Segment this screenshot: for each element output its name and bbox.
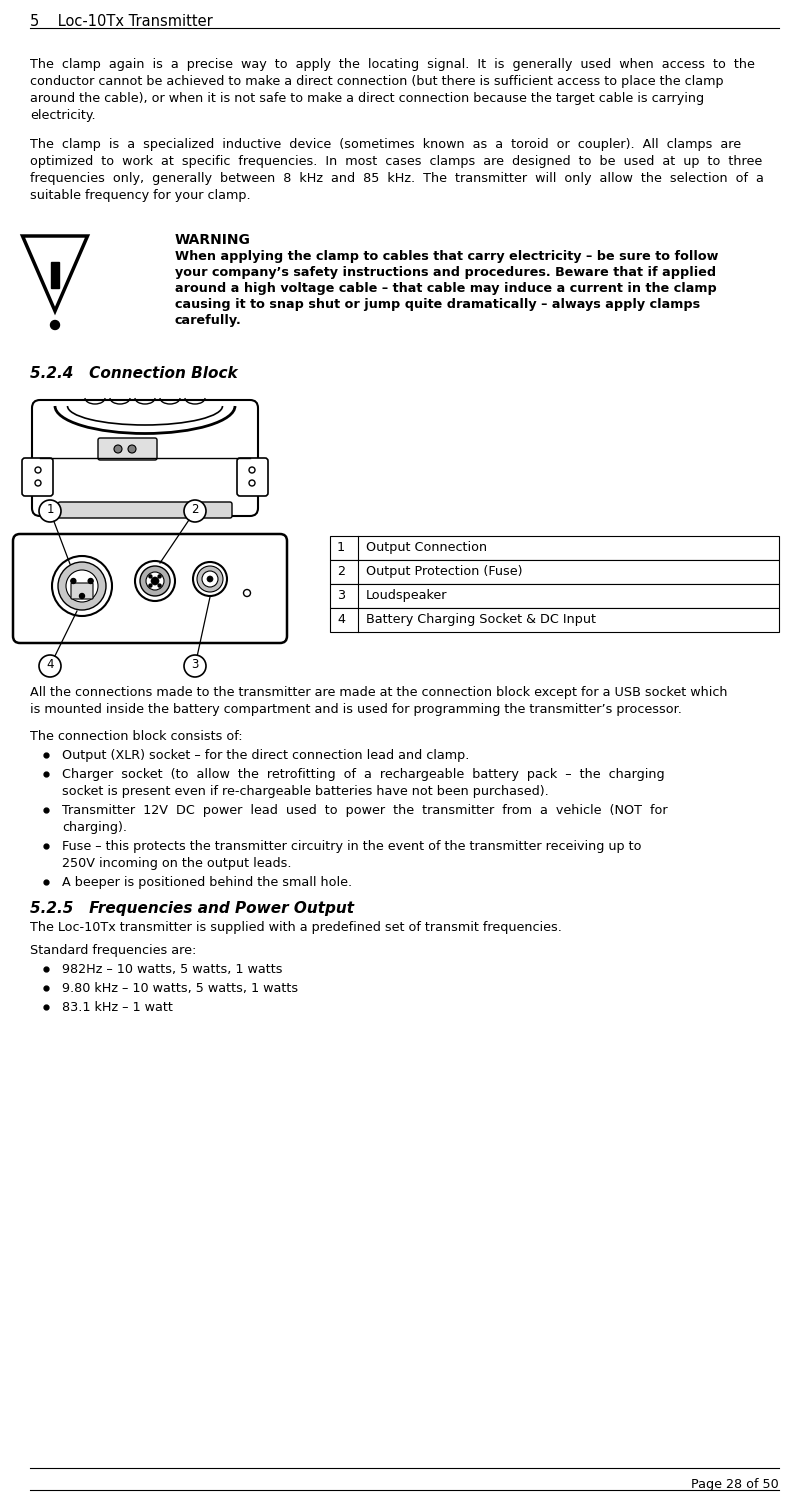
Text: Page 28 of 50: Page 28 of 50 xyxy=(691,1478,779,1490)
Text: Output (XLR) socket – for the direct connection lead and clamp.: Output (XLR) socket – for the direct con… xyxy=(62,749,469,763)
FancyBboxPatch shape xyxy=(237,458,268,495)
Circle shape xyxy=(71,578,76,584)
Text: 3: 3 xyxy=(337,588,345,602)
FancyBboxPatch shape xyxy=(98,438,157,459)
Text: WARNING: WARNING xyxy=(175,233,251,248)
Circle shape xyxy=(140,566,170,596)
Bar xyxy=(330,584,779,608)
Text: The connection block consists of:: The connection block consists of: xyxy=(30,729,243,743)
FancyBboxPatch shape xyxy=(32,399,258,516)
Circle shape xyxy=(158,575,161,578)
Text: around the cable), or when it is not safe to make a direct connection because th: around the cable), or when it is not saf… xyxy=(30,92,704,105)
Circle shape xyxy=(35,467,41,473)
Text: When applying the clamp to cables that carry electricity – be sure to follow: When applying the clamp to cables that c… xyxy=(175,251,718,263)
Text: Standard frequencies are:: Standard frequencies are: xyxy=(30,944,197,958)
Text: Fuse – this protects the transmitter circuitry in the event of the transmitter r: Fuse – this protects the transmitter cir… xyxy=(62,841,642,853)
Text: causing it to snap shut or jump quite dramatically – always apply clamps: causing it to snap shut or jump quite dr… xyxy=(175,299,700,311)
Text: The  clamp  is  a  specialized  inductive  device  (sometimes  known  as  a  tor: The clamp is a specialized inductive dev… xyxy=(30,138,741,152)
Text: 1: 1 xyxy=(337,540,345,554)
Text: 4: 4 xyxy=(337,612,345,626)
Circle shape xyxy=(128,444,136,453)
Circle shape xyxy=(184,654,206,677)
Text: 1: 1 xyxy=(46,503,53,516)
Circle shape xyxy=(79,593,84,599)
Bar xyxy=(51,263,59,288)
Text: All the connections made to the transmitter are made at the connection block exc: All the connections made to the transmit… xyxy=(30,686,727,699)
Circle shape xyxy=(39,500,61,522)
Text: socket is present even if re-chargeable batteries have not been purchased).: socket is present even if re-chargeable … xyxy=(62,785,549,799)
Bar xyxy=(330,608,779,632)
Text: 3: 3 xyxy=(191,657,199,671)
Text: Loudspeaker: Loudspeaker xyxy=(366,588,447,602)
Text: 982Hz – 10 watts, 5 watts, 1 watts: 982Hz – 10 watts, 5 watts, 1 watts xyxy=(62,964,282,976)
FancyBboxPatch shape xyxy=(13,534,287,642)
Bar xyxy=(330,536,779,560)
Circle shape xyxy=(202,570,218,587)
Circle shape xyxy=(149,584,152,587)
Circle shape xyxy=(244,590,251,596)
Circle shape xyxy=(39,654,61,677)
FancyBboxPatch shape xyxy=(71,582,93,599)
Text: The Loc-10Tx transmitter is supplied with a predefined set of transmit frequenci: The Loc-10Tx transmitter is supplied wit… xyxy=(30,922,562,934)
Text: 5.2.5   Frequencies and Power Output: 5.2.5 Frequencies and Power Output xyxy=(30,901,354,916)
Circle shape xyxy=(184,500,206,522)
Text: frequencies  only,  generally  between  8  kHz  and  85  kHz.  The  transmitter : frequencies only, generally between 8 kH… xyxy=(30,173,764,185)
Text: electricity.: electricity. xyxy=(30,110,95,122)
Circle shape xyxy=(88,578,93,584)
Text: 5.2.4   Connection Block: 5.2.4 Connection Block xyxy=(30,366,238,381)
FancyBboxPatch shape xyxy=(22,458,53,495)
Text: 5    Loc-10Tx Transmitter: 5 Loc-10Tx Transmitter xyxy=(30,14,213,29)
Text: 2: 2 xyxy=(337,564,345,578)
Text: The  clamp  again  is  a  precise  way  to  apply  the  locating  signal.  It  i: The clamp again is a precise way to appl… xyxy=(30,59,755,71)
Circle shape xyxy=(114,444,122,453)
Text: carefully.: carefully. xyxy=(175,314,242,327)
Circle shape xyxy=(151,576,159,585)
Text: optimized  to  work  at  specific  frequencies.  In  most  cases  clamps  are  d: optimized to work at specific frequencie… xyxy=(30,155,762,168)
Text: 250V incoming on the output leads.: 250V incoming on the output leads. xyxy=(62,857,291,871)
Text: Battery Charging Socket & DC Input: Battery Charging Socket & DC Input xyxy=(366,612,596,626)
Text: is mounted inside the battery compartment and is used for programming the transm: is mounted inside the battery compartmen… xyxy=(30,702,682,716)
FancyBboxPatch shape xyxy=(58,501,232,518)
Circle shape xyxy=(58,561,106,609)
Text: your company’s safety instructions and procedures. Beware that if applied: your company’s safety instructions and p… xyxy=(175,266,716,279)
Text: Charger  socket  (to  allow  the  retrofitting  of  a  rechargeable  battery  pa: Charger socket (to allow the retrofittin… xyxy=(62,769,665,781)
Circle shape xyxy=(158,584,161,587)
Text: 2: 2 xyxy=(191,503,199,516)
Circle shape xyxy=(35,480,41,486)
Text: charging).: charging). xyxy=(62,821,127,835)
Text: Output Connection: Output Connection xyxy=(366,540,487,554)
Circle shape xyxy=(197,566,223,591)
Text: A beeper is positioned behind the small hole.: A beeper is positioned behind the small … xyxy=(62,877,352,889)
Text: 83.1 kHz – 1 watt: 83.1 kHz – 1 watt xyxy=(62,1001,173,1015)
Circle shape xyxy=(50,321,60,330)
Text: around a high voltage cable – that cable may induce a current in the clamp: around a high voltage cable – that cable… xyxy=(175,282,717,296)
Text: conductor cannot be achieved to make a direct connection (but there is sufficien: conductor cannot be achieved to make a d… xyxy=(30,75,723,89)
Circle shape xyxy=(146,572,164,590)
Circle shape xyxy=(135,561,175,600)
Circle shape xyxy=(249,467,255,473)
Text: 4: 4 xyxy=(46,657,53,671)
Text: Output Protection (Fuse): Output Protection (Fuse) xyxy=(366,564,523,578)
Circle shape xyxy=(149,575,152,578)
Circle shape xyxy=(52,555,112,615)
Bar xyxy=(330,560,779,584)
Circle shape xyxy=(249,480,255,486)
Circle shape xyxy=(207,576,213,582)
Text: Transmitter  12V  DC  power  lead  used  to  power  the  transmitter  from  a  v: Transmitter 12V DC power lead used to po… xyxy=(62,805,667,817)
Text: suitable frequency for your clamp.: suitable frequency for your clamp. xyxy=(30,189,251,203)
Circle shape xyxy=(193,561,227,596)
Text: 9.80 kHz – 10 watts, 5 watts, 1 watts: 9.80 kHz – 10 watts, 5 watts, 1 watts xyxy=(62,982,299,995)
Circle shape xyxy=(66,570,98,602)
